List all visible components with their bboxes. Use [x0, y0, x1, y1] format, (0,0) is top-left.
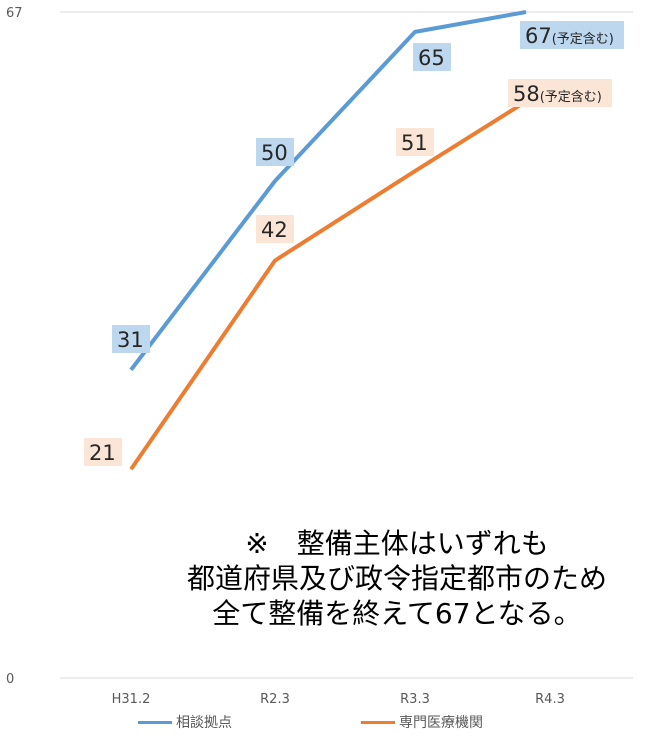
x-tick-label: R2.3	[260, 692, 290, 707]
data-label-suffix: (予定含む)	[552, 31, 614, 47]
data-label-value: 21	[89, 441, 116, 465]
annotation: ※ 整備主体はいずれも 都道府県及び政令指定都市のため 全て整備を終えて67とな…	[0, 526, 649, 656]
y-tick-label: 0	[6, 672, 14, 687]
data-label: 21	[89, 441, 116, 465]
data-label-box	[396, 128, 434, 156]
series-lines	[129, 10, 528, 471]
data-label: 67(予定含む)	[525, 24, 614, 48]
series-line	[129, 99, 528, 471]
data-label: 51	[401, 131, 428, 155]
data-label-value: 50	[261, 141, 288, 165]
data-label-box	[112, 325, 150, 353]
legend-item-consultation: 相談拠点	[138, 712, 232, 732]
data-label: 42	[261, 218, 288, 242]
y-tick-label: 67	[6, 6, 23, 21]
legend: 相談拠点 専門医療機関	[0, 712, 649, 736]
x-axis-ticks: H31.2 R2.3 R3.3 R4.3	[112, 692, 565, 707]
data-label: 31	[117, 328, 144, 352]
annotation-line-1: ※ 整備主体はいずれも	[245, 527, 549, 560]
legend-swatch-specialist	[361, 720, 395, 724]
annotation-line-2: 都道府県及び政令指定都市のため	[186, 562, 607, 595]
x-tick-label: H31.2	[112, 692, 151, 707]
legend-label-specialist: 専門医療機関	[399, 715, 483, 731]
x-tick-label: R4.3	[535, 692, 565, 707]
data-label-box	[508, 79, 612, 107]
legend-swatch-consultation	[138, 720, 172, 724]
data-label-box	[413, 43, 451, 71]
data-label: 50	[261, 141, 288, 165]
data-label-value: 31	[117, 328, 144, 352]
data-label-value: 67	[525, 24, 552, 48]
data-label-box	[84, 438, 122, 466]
data-label-box	[256, 138, 294, 166]
data-label-value: 58	[513, 82, 540, 106]
y-axis-ticks: 67 0	[6, 6, 23, 687]
gridlines	[60, 11, 633, 679]
data-label-value: 65	[418, 46, 445, 70]
data-label-suffix: (予定含む)	[540, 89, 602, 105]
annotation-line-3: 全て整備を終えて67となる。	[212, 597, 582, 630]
data-label-value: 51	[401, 131, 428, 155]
data-label-value: 42	[261, 218, 288, 242]
data-label: 65	[418, 46, 445, 70]
data-label-box	[256, 215, 294, 243]
legend-label-consultation: 相談拠点	[176, 715, 232, 731]
legend-item-specialist: 専門医療機関	[361, 712, 483, 732]
data-label-box	[520, 21, 624, 49]
data-label: 58(予定含む)	[513, 82, 602, 106]
x-tick-label: R3.3	[400, 692, 430, 707]
series-line	[129, 10, 527, 372]
